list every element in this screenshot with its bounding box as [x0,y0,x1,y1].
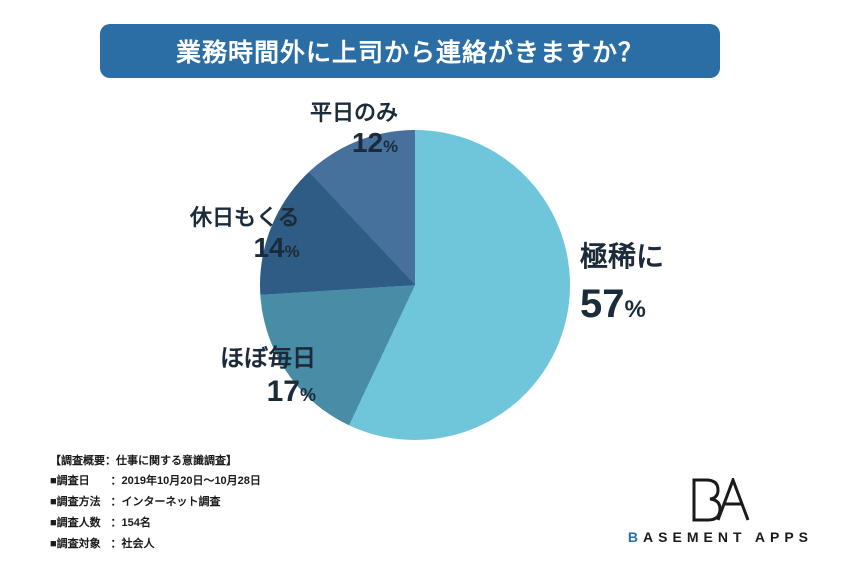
survey-colon: ： [111,471,122,492]
logo-text-rest: ASEMENT APPS [643,529,813,545]
slice-label-0: 極稀に 57% [580,240,664,328]
survey-value: 2019年10月20日～10月28日 [122,471,261,492]
survey-label: ■調査人数 [50,513,111,534]
slice-name: 休日もくる [190,205,300,231]
slice-name: ほぼ毎日 [220,345,316,374]
slice-percent: 12% [310,126,398,160]
survey-value: インターネット調査 [122,492,221,513]
survey-value: 154名 [122,513,151,534]
slice-name: 平日のみ [310,100,398,126]
survey-colon: ： [111,534,122,555]
logo: BASEMENT APPS [628,478,813,545]
survey-label: ■調査日 [50,471,111,492]
slice-label-1: ほぼ毎日17% [220,345,316,410]
logo-text-first: B [628,529,643,545]
slice-label-2: 休日もくる14% [190,205,300,265]
survey-label: ■調査方法 [50,492,111,513]
title-text: 業務時間外に上司から連絡がきますか？ [176,33,644,69]
slice-percent: 17% [220,374,316,410]
slice-percent: 14% [190,231,300,265]
survey-row-0: ■調査日：2019年10月20日～10月28日 [50,471,261,492]
survey-header: 【調査概要：仕事に関する意識調査】 [50,451,261,472]
survey-metadata: 【調査概要：仕事に関する意識調査】■調査日：2019年10月20日～10月28日… [50,451,261,555]
survey-row-2: ■調査人数：154名 [50,513,261,534]
slice-name: 極稀に [580,240,664,274]
logo-text: BASEMENT APPS [628,529,813,545]
slice-percent: 57% [580,280,664,328]
survey-label: ■調査対象 [50,534,111,555]
slice-label-3: 平日のみ12% [310,100,398,160]
survey-colon: ： [111,513,122,534]
title-banner: 業務時間外に上司から連絡がきますか？ [100,24,720,78]
survey-row-3: ■調査対象：社会人 [50,534,261,555]
survey-value: 社会人 [122,534,155,555]
logo-mark [628,478,813,522]
survey-row-1: ■調査方法：インターネット調査 [50,492,261,513]
pie-chart: 極稀に57%ほぼ毎日17%休日もくる14%平日のみ12% [230,100,600,470]
survey-colon: ： [111,492,122,513]
